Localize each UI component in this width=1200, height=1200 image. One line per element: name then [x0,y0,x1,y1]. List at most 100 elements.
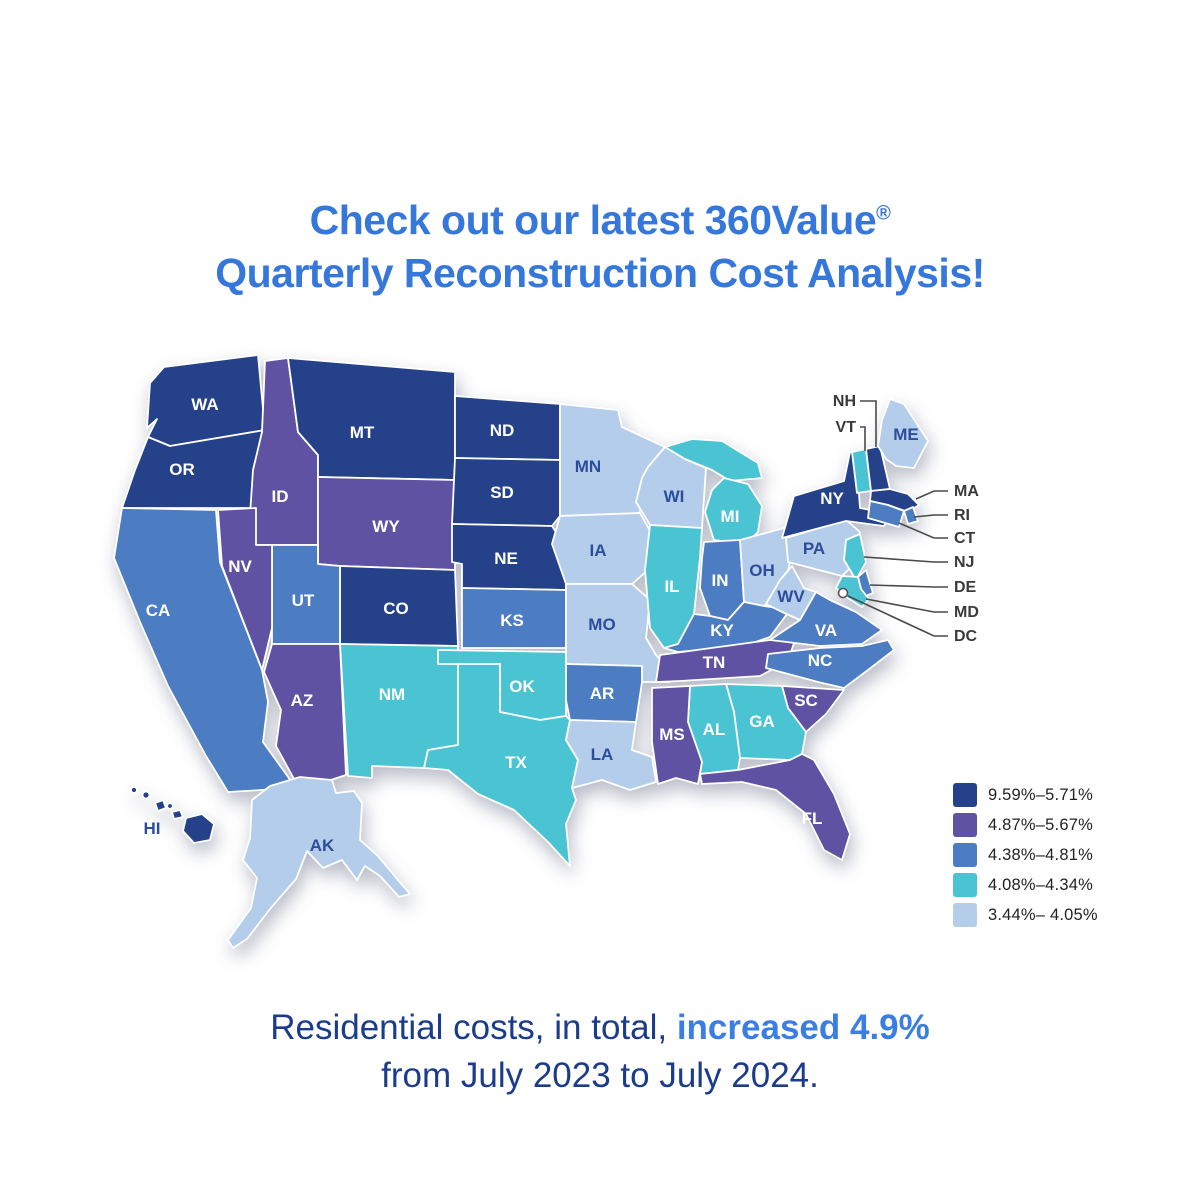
legend-swatch-3 [953,843,977,867]
state-label-MO: MO [588,615,615,634]
summary-text: Residential costs, in total, increased 4… [0,1004,1200,1100]
title-line-2: Quarterly Reconstruction Cost Analysis! [215,250,985,296]
state-label-ID: ID [272,487,289,506]
states-layer [113,354,929,949]
state-label-LA: LA [591,745,614,764]
legend-row: 4.08%–4.34% [953,873,1098,897]
state-label-KY: KY [710,621,734,640]
state-label-SD: SD [490,483,514,502]
state-labels-layer: WA OR CA ID NV UT AZ MT WY CO NM ND SD N… [144,395,919,855]
state-HI-island-4 [166,802,174,810]
state-label-MN: MN [575,457,601,476]
state-CT [867,500,905,528]
state-MI-upper [664,438,763,482]
state-label-IN: IN [712,571,729,590]
callout-label-NH: NH [833,393,856,410]
title-line-1: Check out our latest 360Value® [309,197,891,243]
state-LA [565,719,657,791]
state-label-KS: KS [500,611,524,630]
legend-label-2: 4.87%–5.67% [988,815,1093,834]
callout-label-MD: MD [954,604,979,621]
state-label-MI: MI [721,507,740,526]
callout-line-MD [865,598,948,613]
state-VA [769,591,883,647]
page-title: Check out our latest 360Value® Quarterly… [0,194,1200,300]
state-OR [121,429,269,509]
callout-label-DC: DC [954,628,978,645]
summary-highlight: increased 4.9% [676,1008,930,1047]
state-MD [835,575,870,608]
registered-mark: ® [876,202,891,225]
state-label-AL: AL [703,720,726,739]
state-label-NV: NV [228,557,252,576]
state-label-AK: AK [310,836,335,855]
state-HI-island-5 [171,809,184,820]
callout-label-MA: MA [954,483,979,500]
callout-line-CT [898,522,948,539]
state-label-AZ: AZ [291,691,314,710]
state-HI-island-1 [130,786,138,794]
state-label-VA: VA [815,621,837,640]
state-label-HI: HI [144,819,161,838]
state-MS [651,685,703,785]
state-label-PA: PA [803,539,825,558]
state-NJ [843,533,867,581]
state-label-FL: FL [802,809,823,828]
callout-line-NH [860,400,877,447]
state-HI-island-3 [154,799,167,812]
legend-label-3: 4.38%–4.81% [988,845,1093,864]
state-label-GA: GA [749,712,775,731]
legend-swatch-2 [953,813,977,837]
state-label-IL: IL [664,577,679,596]
state-label-CA: CA [146,601,171,620]
state-IA [551,512,654,585]
callout-line-DE [869,584,948,588]
legend-swatch-4 [953,873,977,897]
state-label-ME: ME [893,425,919,444]
state-label-WI: WI [664,487,685,506]
legend-label-4: 4.08%–4.34% [988,875,1093,894]
state-label-NC: NC [808,651,833,670]
state-label-WV: WV [777,587,805,606]
callout-line-RI [913,514,948,518]
state-FL [699,753,851,861]
state-label-MS: MS [659,725,685,744]
legend-swatch-5 [953,903,977,927]
state-MI [704,477,763,545]
callout-label-CT: CT [954,530,976,547]
callout-label-DE: DE [954,579,977,596]
state-label-MT: MT [350,423,375,442]
legend-row: 9.59%–5.71% [953,783,1098,807]
state-label-WY: WY [372,517,400,536]
state-ME [877,398,929,469]
state-label-NE: NE [494,549,518,568]
callout-line-MA [915,490,948,500]
callout-label-NJ: NJ [954,554,974,571]
state-label-SC: SC [794,691,818,710]
state-label-CO: CO [383,599,409,618]
state-label-ND: ND [490,421,515,440]
state-NC [765,639,895,689]
state-TX [423,663,579,867]
state-label-OR: OR [169,460,195,479]
legend-label-1: 9.59%–5.71% [988,785,1093,804]
state-label-OK: OK [509,677,535,696]
state-label-IA: IA [590,541,607,560]
summary-line-2: from July 2023 to July 2024. [381,1056,819,1095]
callout-line-VT [860,426,866,451]
state-WV [765,565,817,621]
state-label-AR: AR [590,684,615,703]
state-label-TX: TX [505,753,527,772]
legend-row: 4.38%–4.81% [953,843,1098,867]
state-SD [451,457,561,527]
state-label-NM: NM [379,685,405,704]
legend-label-5: 3.44%– 4.05% [988,905,1098,924]
state-HI [182,813,215,844]
legend-row: 4.87%–5.67% [953,813,1098,837]
summary-line-1: Residential costs, in total, increased 4… [270,1008,930,1047]
callout-line-NJ [863,556,948,563]
state-label-WA: WA [191,395,218,414]
callout-label-VT: VT [836,419,857,436]
state-label-TN: TN [703,653,726,672]
callout-line-DC [847,595,948,637]
